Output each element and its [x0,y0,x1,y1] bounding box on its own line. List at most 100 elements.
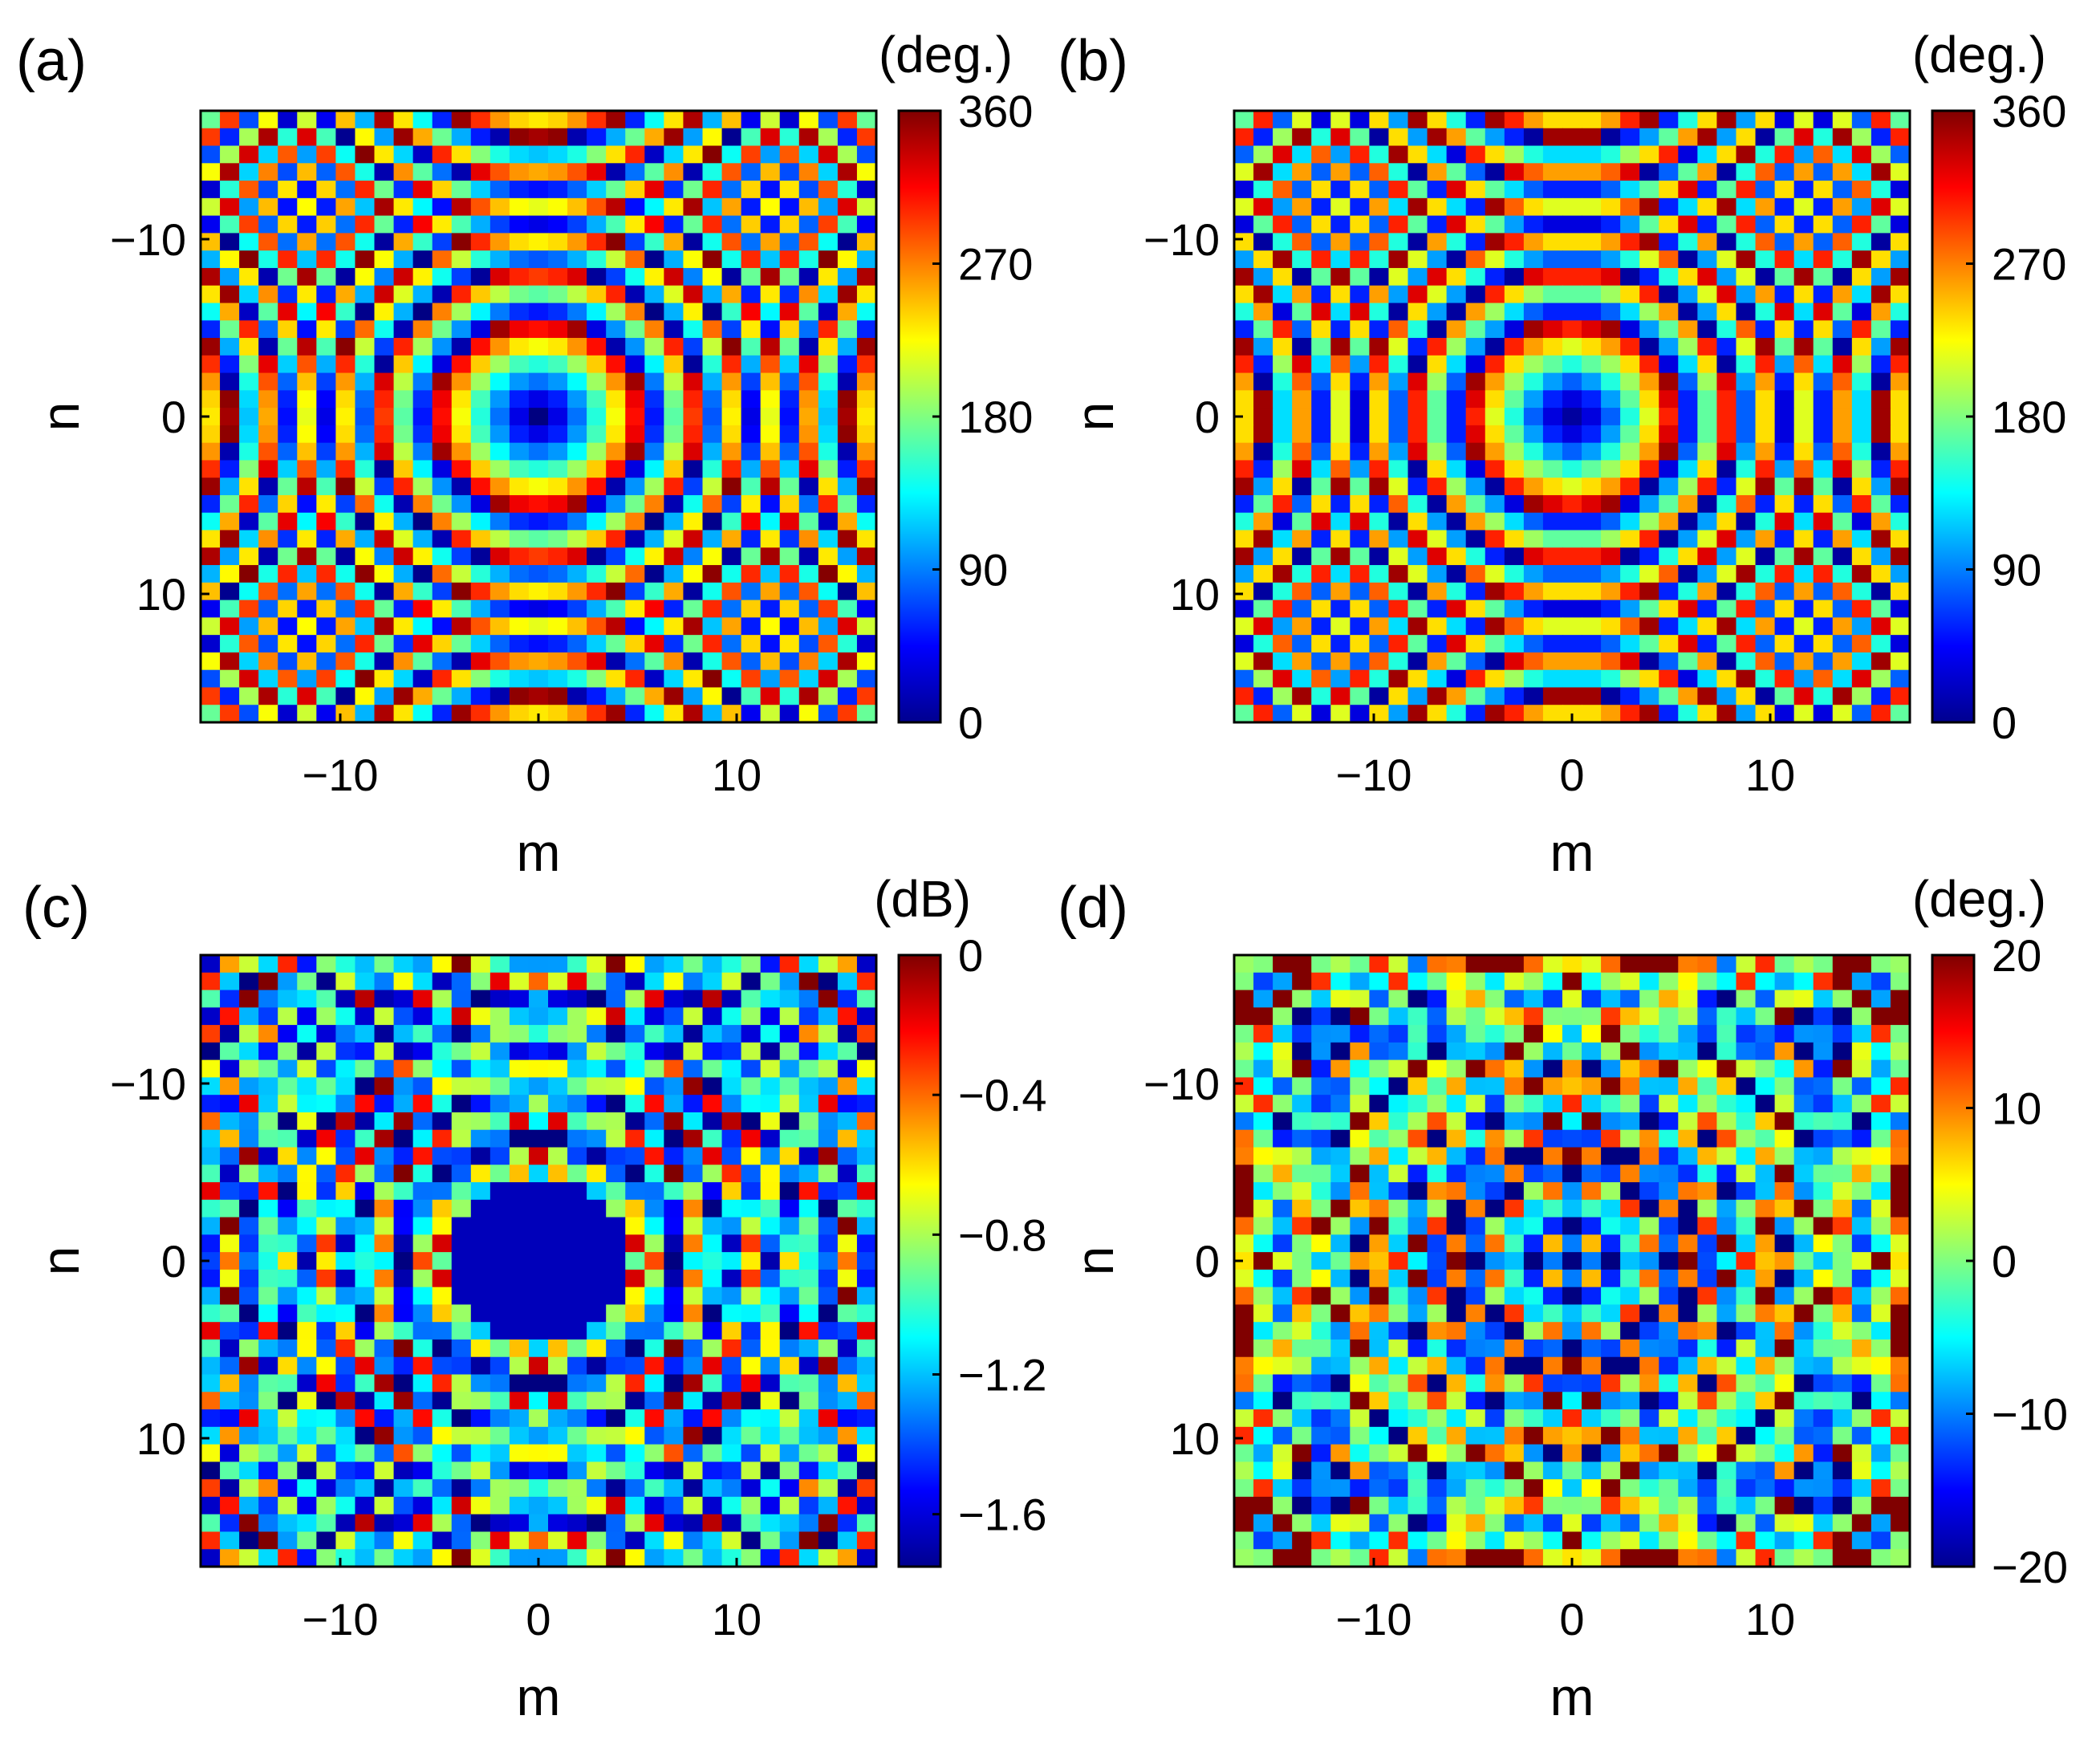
heatmap-cell [1427,1531,1448,1550]
heatmap-cell [1504,565,1525,583]
heatmap-cell [470,145,491,164]
panel-label: (b) [1058,29,1128,93]
heatmap-cell [741,972,762,991]
heatmap-cell [1427,250,1448,269]
heatmap-cell [528,1339,549,1358]
heatmap-cell [393,1356,414,1376]
heatmap-cell [374,233,395,251]
heatmap-cell [1562,669,1582,689]
heatmap-cell [741,1339,762,1358]
heatmap-cell [1446,1409,1467,1428]
heatmap-cell [1253,163,1273,181]
heatmap-cell [1736,1531,1757,1550]
heatmap-cell [1697,478,1718,496]
heatmap-cell [1485,1059,1505,1078]
heatmap-cell [837,1479,858,1498]
heatmap-cell [1292,1444,1312,1462]
heatmap-cell [528,163,549,181]
heatmap-cell [1542,1374,1563,1392]
heatmap-cell [355,494,376,514]
heatmap-cell [818,547,839,566]
heatmap-cell [1465,425,1486,444]
heatmap-cell [683,1462,704,1480]
heatmap-cell [489,215,510,234]
heatmap-cell [1659,990,1679,1008]
heatmap-cell [220,1356,240,1376]
heatmap-cell [1562,1252,1582,1270]
heatmap-cell [1504,1409,1525,1428]
heatmap-cell [1485,425,1505,444]
heatmap-cell [606,111,626,129]
heatmap-cell [798,1217,819,1235]
heatmap-cell [1504,355,1525,374]
heatmap-cell [1620,355,1640,374]
heatmap-cell [798,600,819,618]
heatmap-cell [1465,267,1486,287]
heatmap-cell [1851,1182,1872,1201]
heatmap-cell [1736,652,1757,671]
heatmap-cell [1620,1287,1640,1306]
heatmap-cell [587,512,607,531]
heatmap-cell [1813,1444,1834,1462]
heatmap-cell [528,1165,549,1183]
heatmap-cell [1253,197,1273,217]
heatmap-cell [1890,145,1911,164]
colorbar-tick-label: 0 [1992,697,2017,748]
heatmap-cell [1292,1426,1312,1445]
heatmap-cell [201,687,221,705]
heatmap-cell [432,582,453,601]
heatmap-cell [625,1444,645,1462]
heatmap-cell [1350,972,1370,991]
heatmap-cell [567,990,587,1008]
heatmap-cell [1253,1531,1273,1550]
heatmap-cell [1678,1374,1698,1392]
heatmap-cell [1388,267,1409,287]
heatmap-cell [374,460,395,478]
heatmap-cell [818,1007,839,1026]
heatmap-cell [779,1549,800,1567]
heatmap-cell [1273,1269,1293,1288]
heatmap-cell [760,1426,781,1445]
heatmap-cell [432,442,453,461]
heatmap-cell [1871,565,1891,583]
heatmap-cell [1851,285,1872,304]
heatmap-cell [856,600,877,618]
heatmap-cell [1620,1304,1640,1323]
heatmap-cell [1697,267,1718,287]
heatmap-cell [489,1147,510,1165]
heatmap-cell [412,1496,433,1515]
heatmap-cell [1562,1304,1582,1323]
heatmap-cell [1774,372,1795,391]
heatmap-cell [741,1322,762,1340]
heatmap-cell [683,1007,704,1026]
heatmap-cell [760,1392,781,1410]
heatmap-cell [1350,128,1370,147]
heatmap-cell [509,1165,530,1183]
heatmap-cell [1697,955,1718,974]
heatmap-cell [1601,687,1621,705]
heatmap-cell [239,955,259,974]
heatmap-cell [664,1007,684,1026]
heatmap-cell [1774,1426,1795,1445]
heatmap-cell [1716,1182,1737,1201]
heatmap-cell [201,955,221,974]
heatmap-cell [1350,320,1370,339]
heatmap-cell [412,145,433,164]
heatmap-cell [1813,181,1834,199]
heatmap-cell [760,1095,781,1113]
heatmap-cell [1427,1007,1448,1026]
heatmap-cell [278,1392,298,1410]
heatmap-cell [374,1409,395,1428]
heatmap-cell [1832,390,1853,409]
heatmap-cell [587,1129,607,1148]
heatmap-cell [528,652,549,671]
heatmap-cell [1292,197,1312,217]
heatmap-cell [548,530,568,548]
heatmap-cell [567,181,587,199]
heatmap-cell [1388,1077,1409,1096]
heatmap-cell [1446,1147,1467,1165]
heatmap-cell [355,1479,376,1498]
heatmap-cell [1446,1182,1467,1201]
heatmap-cell [509,1129,530,1148]
heatmap-cell [721,1374,742,1392]
